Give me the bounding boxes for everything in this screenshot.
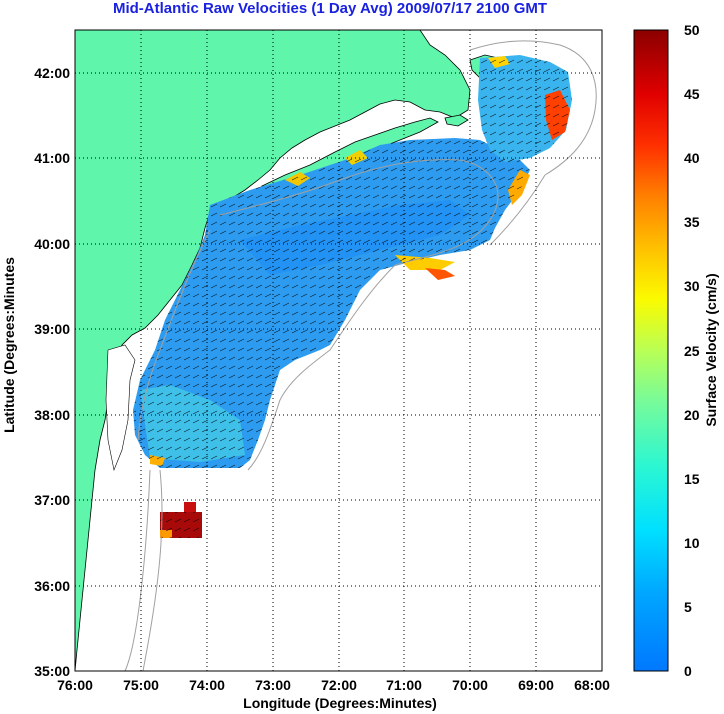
x-tick-label: 69:00 (518, 677, 554, 693)
y-tick-label: 41:00 (34, 150, 70, 166)
colorbar-tick: 40 (684, 150, 700, 166)
map-title: Mid-Atlantic Raw Velocities (1 Day Avg) … (112, 0, 548, 17)
x-tick-label: 75:00 (123, 677, 159, 693)
colorbar-tick: 45 (684, 86, 700, 102)
x-tick-label: 72:00 (321, 677, 357, 693)
y-tick-label: 40:00 (34, 236, 70, 252)
land-islands (444, 114, 469, 127)
x-tick-label: 76:00 (57, 677, 93, 693)
colorbar-tick: 30 (684, 278, 700, 294)
x-tick-label: 74:00 (189, 677, 225, 693)
colorbar-tick: 20 (684, 407, 700, 423)
colorbar-tick: 35 (684, 214, 700, 230)
x-axis: 76:00 75:00 74:00 73:00 72:00 71:00 70:0… (57, 677, 610, 711)
colorbar-tick: 15 (684, 471, 700, 487)
y-tick-label: 37:00 (34, 492, 70, 508)
colorbar-scale (633, 29, 669, 672)
y-tick-label: 39:00 (34, 321, 70, 337)
velocity-vectors (133, 55, 572, 538)
bay-water (105, 344, 136, 472)
x-tick-label: 73:00 (255, 677, 291, 693)
colorbar-tick: 5 (684, 599, 692, 615)
colorbar-tick: 0 (684, 663, 692, 679)
y-tick-label: 35:00 (34, 663, 70, 679)
y-tick-label: 36:00 (34, 578, 70, 594)
x-tick-label: 68:00 (574, 677, 610, 693)
y-tick-label: 42:00 (34, 65, 70, 81)
colorbar-tick: 50 (684, 22, 700, 38)
map-plot-area (75, 30, 602, 671)
y-tick-label: 38:00 (34, 407, 70, 423)
map-grid (75, 30, 602, 671)
colorbar-label: Surface Velocity (cm/s) (703, 273, 719, 426)
y-axis: 35:00 36:00 37:00 38:00 39:00 40:00 41:0… (1, 65, 70, 679)
x-tick-label: 70:00 (452, 677, 488, 693)
colorbar-tick: 25 (684, 343, 700, 359)
x-axis-label: Longitude (Degrees:Minutes) (243, 695, 437, 711)
y-axis-label: Latitude (Degrees:Minutes (1, 257, 17, 433)
x-tick-label: 71:00 (386, 677, 422, 693)
colorbar-tick: 10 (684, 535, 700, 551)
plot-frame (74, 29, 603, 672)
colorbar: 0 5 10 15 20 25 30 35 40 45 50 Surface V… (633, 22, 719, 679)
